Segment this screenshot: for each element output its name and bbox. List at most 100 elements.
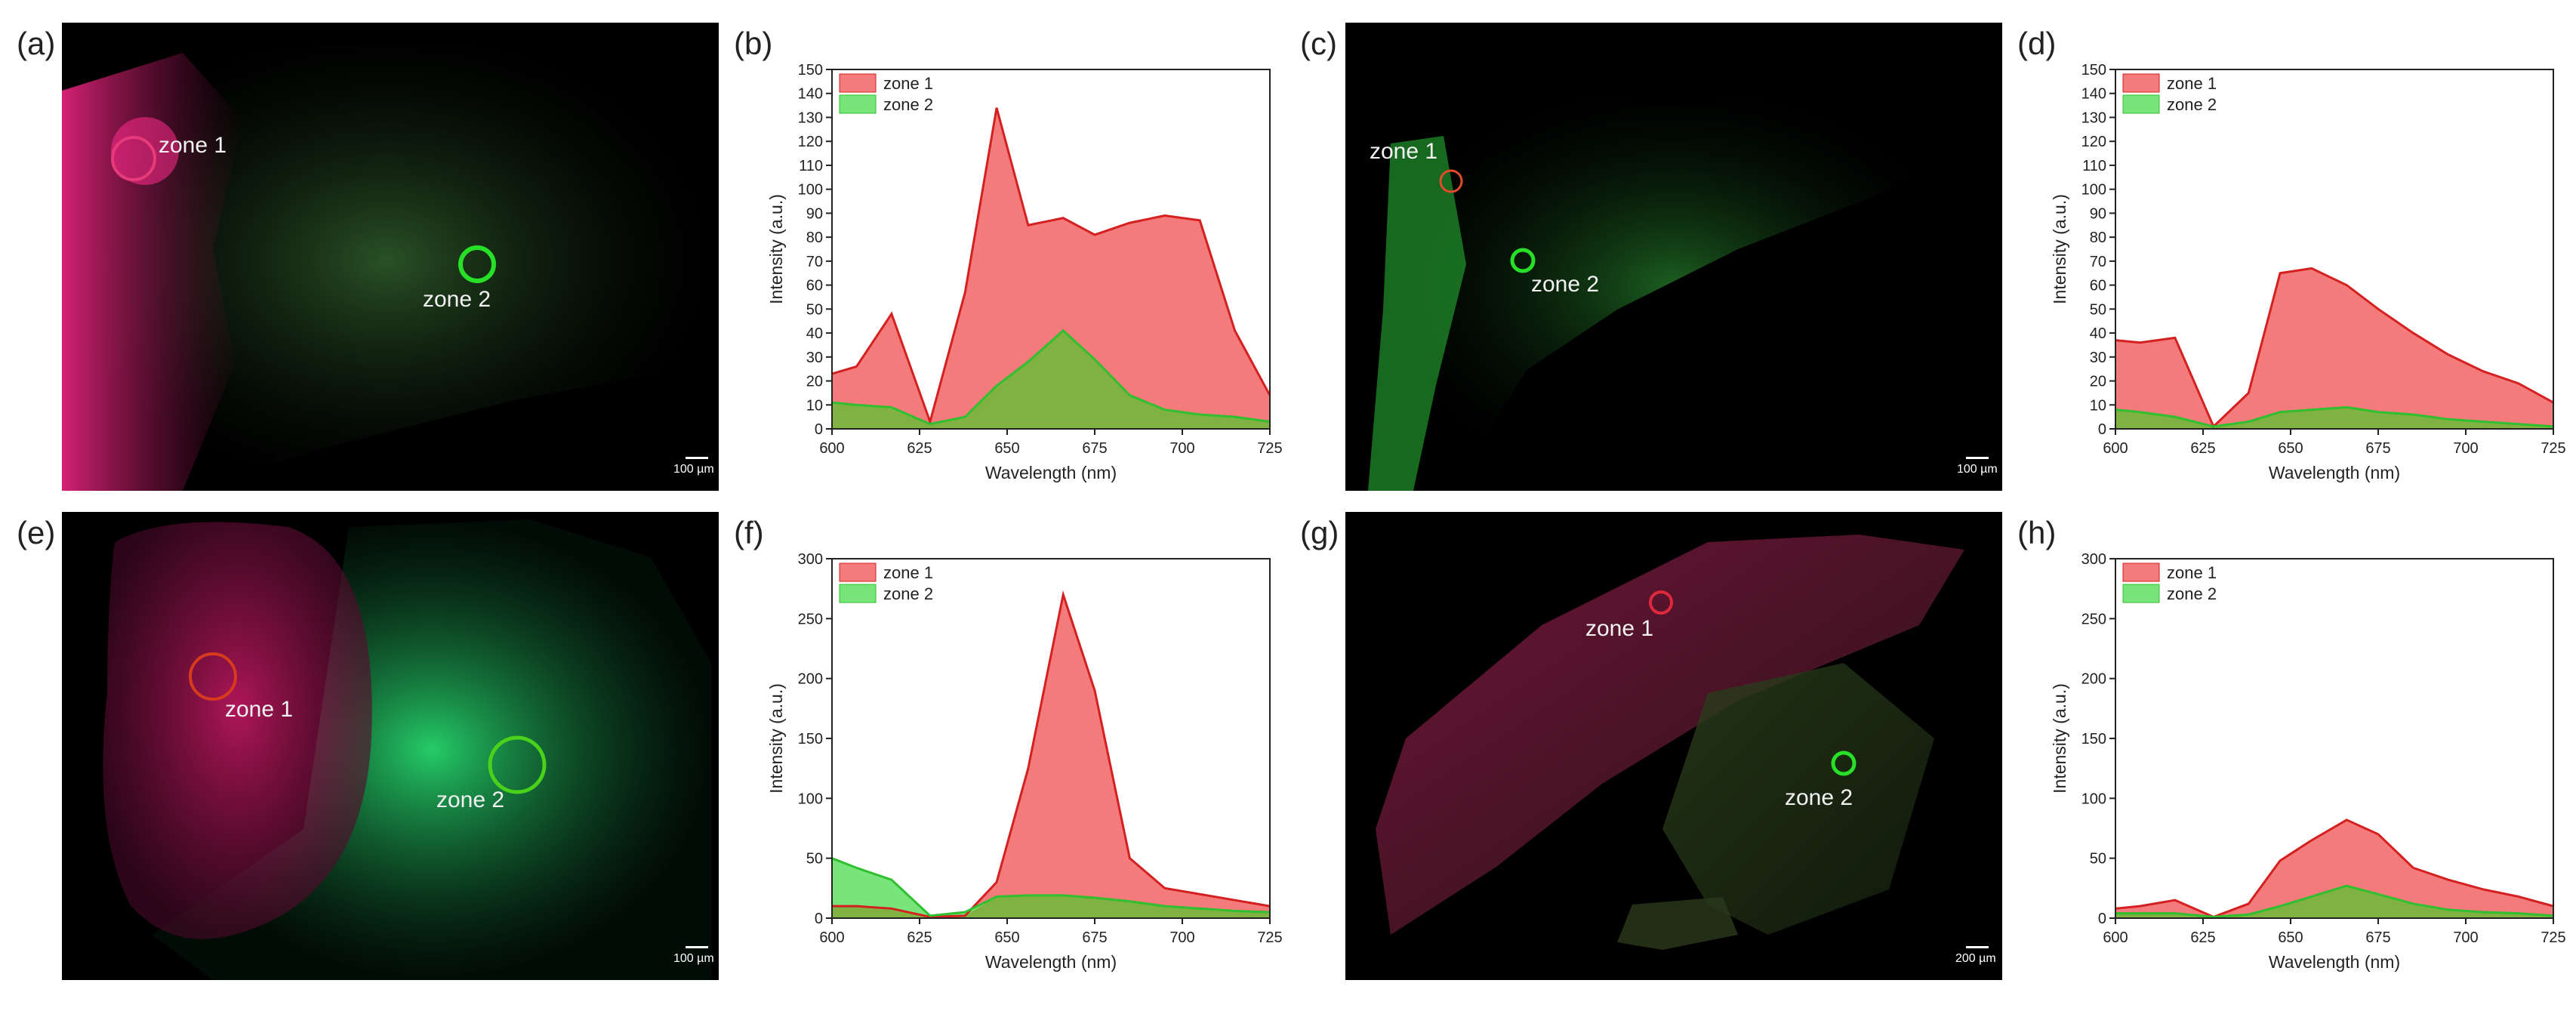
- y-tick-label-d: 0: [2098, 421, 2106, 438]
- area-zone1-f: [832, 594, 1270, 918]
- y-tick-label-d: 90: [2090, 205, 2106, 222]
- y-tick-label-b: 60: [806, 278, 823, 294]
- x-tick-label-h: 675: [2365, 929, 2390, 946]
- micrograph-e-drawing: [103, 519, 711, 980]
- scale-text-g: 200 µm: [1955, 952, 1996, 965]
- line-zone1-h: [2115, 818, 2554, 919]
- micrograph-a: zone 1 zone 2 100 µm: [62, 23, 719, 491]
- legend-swatch-zone2-d: [2122, 94, 2160, 114]
- legend-label-zone2-h: zone 2: [2167, 584, 2217, 603]
- line-zone2-b: [831, 328, 1271, 426]
- x-tick-label-h: 725: [2541, 929, 2565, 946]
- scalebar-a: [686, 457, 708, 459]
- y-axis-label-d: Intensity (a.u.): [2050, 194, 2069, 304]
- y-tick-label-b: 90: [806, 205, 823, 222]
- legend-swatch-zone2-h: [2122, 584, 2160, 603]
- legend-label-zone1-h: zone 1: [2167, 563, 2217, 582]
- chart-d: 0 10 20 30 40 50 60 70 80 90 100 110 120 130 140 150 600…: [2048, 45, 2568, 491]
- y-tick-label-b: 30: [806, 350, 823, 366]
- x-tick-label-h: 625: [2190, 929, 2215, 946]
- y-tick-label-h: 50: [2090, 851, 2106, 868]
- scale-text-a: 100 µm: [673, 463, 714, 476]
- scale-text-c: 100 µm: [1957, 463, 1998, 476]
- y-tick-label-h: 0: [2098, 911, 2106, 927]
- zone2-label-e: zone 2: [436, 788, 505, 812]
- chart-b: 0 10 20 30 40 50 60 70 80 90 100 110 120 130 140 150 600…: [764, 45, 1285, 491]
- y-tick-label-d: 30: [2090, 350, 2106, 366]
- panel-label-c: (c): [1300, 26, 1337, 61]
- micrograph-e: zone 1 zone 2 100 µm: [62, 512, 719, 980]
- chart-f: 0 50 100 150 200 250 300 600 625 650 675 700 725 Wave…: [764, 535, 1285, 980]
- micrograph-a-drawing: [62, 30, 711, 491]
- y-tick-label-f: 250: [798, 611, 823, 627]
- line-zone1-b: [831, 107, 1271, 426]
- y-tick-label-b: 10: [806, 397, 823, 414]
- x-tick-label-b: 675: [1082, 440, 1107, 457]
- y-tick-label-h: 150: [2081, 731, 2106, 747]
- panel-label-e: (e): [17, 515, 56, 550]
- line-zone2-h: [2115, 884, 2554, 918]
- line-zone1-d: [2115, 267, 2554, 429]
- y-tick-label-h: 300: [2081, 551, 2106, 568]
- area-overlap-d: [2115, 407, 2553, 429]
- zone2-label-c: zone 2: [1531, 272, 1600, 297]
- y-tick-label-h: 100: [2081, 791, 2106, 807]
- panel-label-b: (b): [734, 26, 773, 61]
- x-tick-label-f: 600: [819, 929, 844, 946]
- micrograph-g: zone 1 zone 2 200 µm: [1345, 512, 2002, 980]
- scalebar-e: [686, 946, 708, 948]
- x-axis-label-h: Wavelength (nm): [2269, 952, 2400, 972]
- area-zone1-h: [2115, 819, 2553, 918]
- y-tick-label-b: 100: [798, 182, 823, 199]
- y-tick-label-f: 300: [798, 551, 823, 568]
- x-tick-label-d: 675: [2365, 440, 2390, 457]
- legend-label-zone1-b: zone 1: [883, 74, 933, 93]
- zone2-label-a: zone 2: [423, 287, 491, 312]
- legend-label-zone2-d: zone 2: [2167, 95, 2217, 114]
- axes-frame-b: [831, 69, 1271, 430]
- micrograph-g-drawing: [1376, 535, 1964, 950]
- panel-label-h: (h): [2017, 515, 2057, 550]
- x-tick-label-d: 600: [2103, 440, 2128, 457]
- zone1-label-c: zone 1: [1370, 139, 1438, 164]
- scale-text-e: 100 µm: [673, 952, 714, 965]
- y-tick-label-d: 60: [2090, 278, 2106, 294]
- y-tick-label-d: 70: [2090, 254, 2106, 270]
- chart-h: 0 50 100 150 200 250 300 600 625 650 675 700 725 Wave…: [2048, 535, 2568, 980]
- y-tick-label-d: 40: [2090, 325, 2106, 342]
- y-tick-label-b: 130: [798, 109, 823, 126]
- panel-label-g: (g): [1300, 515, 1339, 550]
- y-tick-label-b: 140: [798, 86, 823, 103]
- x-tick-label-b: 725: [1257, 440, 1282, 457]
- y-tick-label-h: 200: [2081, 671, 2106, 688]
- scalebar-c: [1966, 457, 1989, 459]
- x-tick-label-h: 650: [2278, 929, 2303, 946]
- area-overlap-b: [832, 330, 1270, 429]
- chart-b-svg: 0 10 20 30 40 50 60 70 80 90 100 110 120 130 140 150 600…: [766, 62, 1283, 482]
- line-zone2-d: [2115, 405, 2554, 428]
- x-tick-label-d: 700: [2453, 440, 2478, 457]
- line-zone1-f: [832, 590, 1271, 918]
- legend-swatch-zone1-d: [2122, 73, 2160, 93]
- y-tick-label-b: 20: [806, 374, 823, 390]
- x-tick-label-d: 650: [2278, 440, 2303, 457]
- micrograph-c-drawing: [1368, 83, 1972, 491]
- y-axis-label-f: Intensity (a.u.): [766, 683, 786, 794]
- x-tick-label-h: 700: [2453, 929, 2478, 946]
- y-tick-label-d: 110: [2082, 158, 2106, 174]
- y-tick-label-d: 10: [2090, 397, 2106, 414]
- y-tick-label-b: 150: [798, 62, 823, 79]
- scalebar-g: [1966, 946, 1989, 948]
- y-tick-label-b: 70: [806, 254, 823, 270]
- x-axis-label-b: Wavelength (nm): [985, 463, 1117, 482]
- x-tick-label-h: 600: [2103, 929, 2128, 946]
- y-tick-label-b: 80: [806, 230, 823, 246]
- y-tick-label-d: 130: [2081, 109, 2106, 126]
- legend-label-zone1-d: zone 1: [2167, 74, 2217, 93]
- y-tick-label-f: 150: [798, 731, 823, 747]
- area-overlap-f: [832, 895, 1270, 918]
- zone1-label-a: zone 1: [159, 133, 227, 158]
- x-tick-label-b: 700: [1169, 440, 1194, 457]
- x-tick-label-d: 725: [2541, 440, 2565, 457]
- legend-swatch-zone1-h: [2122, 563, 2160, 582]
